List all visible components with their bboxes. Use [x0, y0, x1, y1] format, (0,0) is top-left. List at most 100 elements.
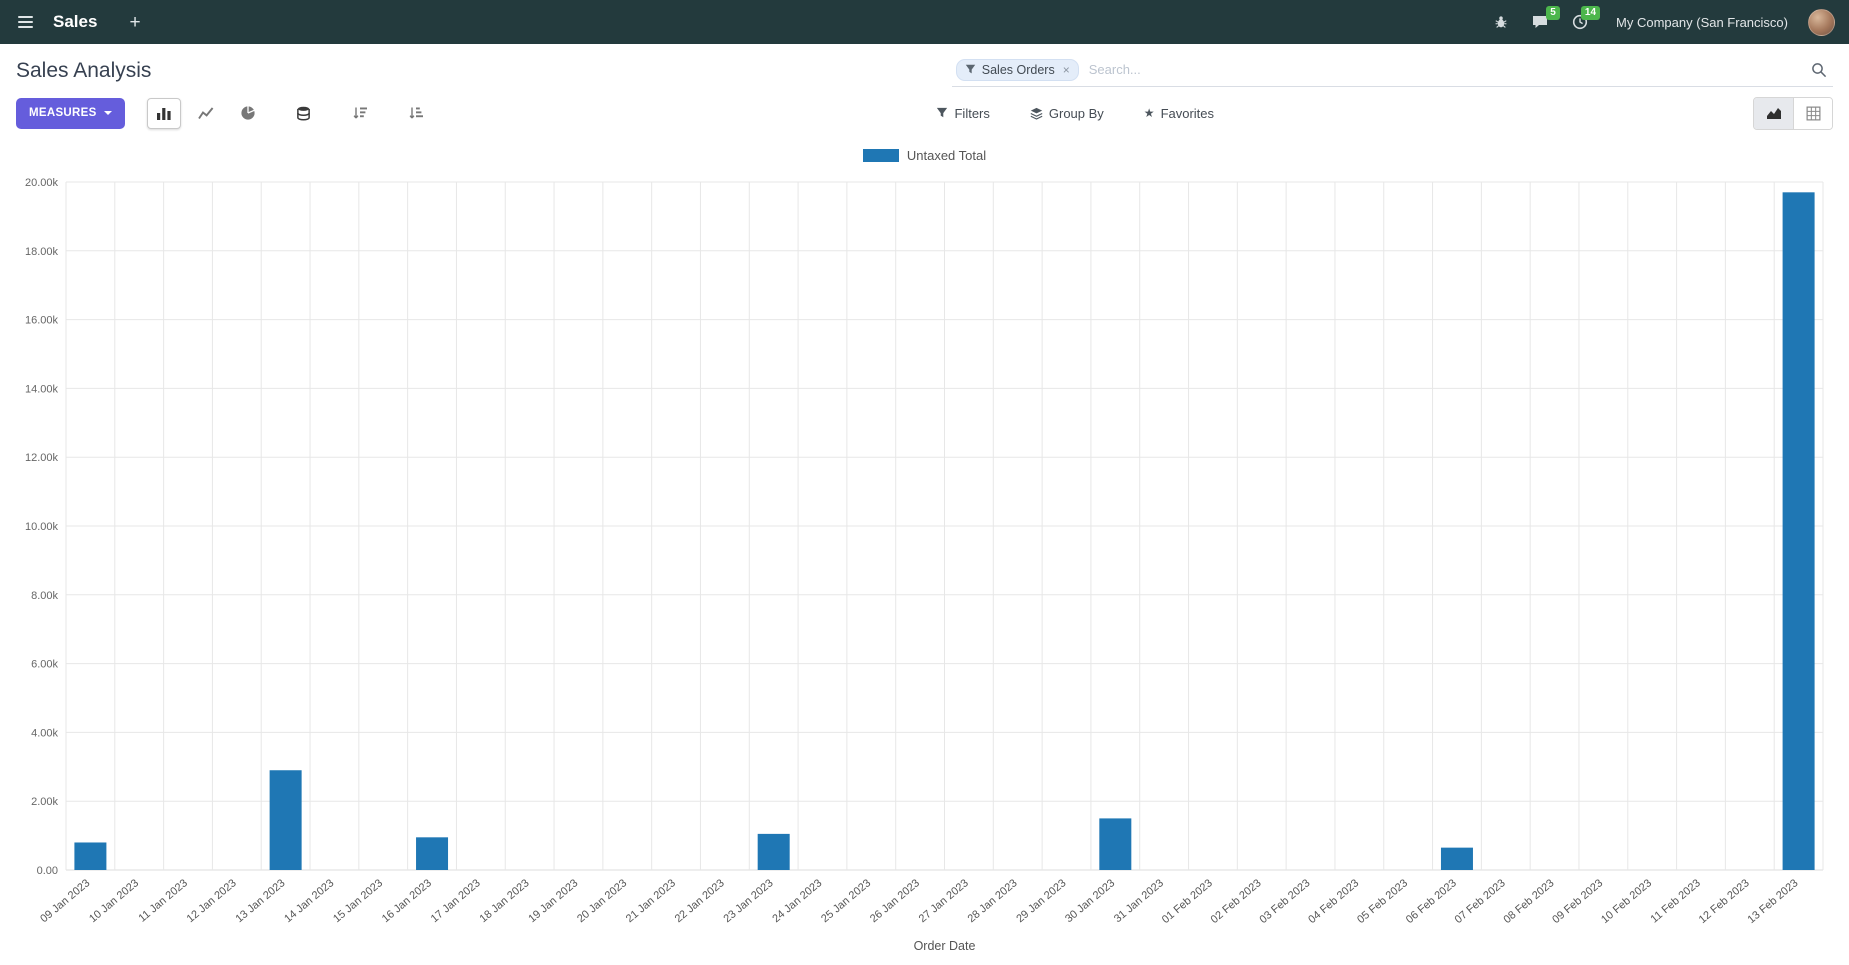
bar-chart-icon: [156, 108, 171, 120]
plus-icon[interactable]: +: [123, 13, 146, 32]
x-tick-label: 06 Feb 2023: [1404, 877, 1459, 926]
x-tick-label: 29 Jan 2023: [1014, 877, 1068, 925]
bug-icon: [1495, 16, 1507, 28]
line-chart-button[interactable]: [189, 98, 223, 129]
stacked-toggle-button[interactable]: [287, 98, 321, 129]
search-facet-sales-orders[interactable]: Sales Orders ×: [955, 58, 1079, 81]
filters-funnel-icon: [936, 107, 948, 119]
facet-remove-icon[interactable]: ×: [1062, 62, 1070, 77]
y-tick-label: 2.00k: [31, 796, 58, 808]
measures-label: MEASURES: [29, 107, 97, 119]
x-tick-label: 15 Jan 2023: [331, 877, 385, 925]
search-bar[interactable]: Sales Orders ×: [951, 56, 1833, 87]
y-tick-label: 20.00k: [25, 177, 59, 189]
x-tick-label: 16 Jan 2023: [380, 877, 434, 925]
chart-bar[interactable]: [1782, 192, 1815, 870]
x-tick-label: 12 Jan 2023: [185, 877, 239, 925]
messages-icon-button[interactable]: 5: [1530, 6, 1561, 32]
search-options: Filters Group By ★ Favorites: [934, 102, 1216, 125]
x-tick-label: 01 Feb 2023: [1160, 877, 1215, 926]
debug-bug-icon[interactable]: [1492, 13, 1510, 31]
x-tick-label: 24 Jan 2023: [770, 877, 824, 925]
x-tick-label: 12 Feb 2023: [1697, 877, 1752, 926]
y-tick-label: 8.00k: [31, 590, 58, 602]
pivot-table-icon: [1806, 106, 1820, 120]
stacked-database-icon: [297, 106, 310, 121]
control-panel-bottom-row: MEASURES: [16, 90, 1833, 136]
chart-legend[interactable]: Untaxed Total: [8, 140, 1841, 170]
x-tick-label: 03 Feb 2023: [1257, 877, 1312, 926]
sort-ascending-icon: [409, 107, 423, 119]
x-tick-label: 21 Jan 2023: [624, 877, 678, 925]
x-tick-label: 02 Feb 2023: [1209, 877, 1264, 926]
x-tick-label: 04 Feb 2023: [1306, 877, 1361, 926]
navbar-systray: 5 14 My Company (San Francisco): [1492, 6, 1835, 36]
clock-icon: [1572, 14, 1588, 30]
y-tick-label: 10.00k: [25, 521, 59, 533]
line-chart-icon: [197, 107, 213, 120]
sales-analysis-bar-chart: 0.00 2.00k 4.00k 6.00k 8.00k 10.00k 12.00k 14.0…: [25, 177, 1824, 953]
chart-bar[interactable]: [1099, 818, 1132, 870]
activities-clock-button[interactable]: 14: [1570, 6, 1601, 32]
x-tick-label: 08 Feb 2023: [1501, 877, 1556, 926]
x-tick-label: 11 Jan 2023: [136, 877, 189, 925]
sort-descending-button[interactable]: [343, 98, 377, 129]
company-switcher[interactable]: My Company (San Francisco): [1616, 14, 1788, 30]
navbar-left: Sales +: [14, 12, 147, 32]
layers-icon: [1030, 107, 1043, 120]
legend-swatch: [862, 148, 899, 162]
x-tick-label: 17 Jan 2023: [429, 877, 483, 925]
x-tick-label: 13 Jan 2023: [233, 877, 287, 925]
user-avatar[interactable]: [1808, 8, 1835, 36]
x-tick-label: 07 Feb 2023: [1453, 877, 1508, 926]
x-tick-label: 18 Jan 2023: [477, 877, 531, 925]
x-tick-label: 22 Jan 2023: [673, 877, 727, 925]
y-tick-label: 18.00k: [25, 246, 59, 258]
x-tick-label: 20 Jan 2023: [575, 877, 629, 925]
filters-label: Filters: [954, 105, 990, 121]
activities-badge: 14: [1580, 6, 1601, 20]
x-tick-label: 09 Jan 2023: [38, 877, 92, 925]
filters-dropdown[interactable]: Filters: [934, 102, 991, 125]
x-tick-label: 10 Feb 2023: [1599, 877, 1654, 926]
x-tick-label: 31 Jan 2023: [1112, 877, 1166, 925]
search-facet-label: Sales Orders: [981, 62, 1055, 77]
graph-view-button[interactable]: [1754, 97, 1793, 129]
group-by-dropdown[interactable]: Group By: [1028, 102, 1106, 125]
apps-menu-icon[interactable]: [14, 12, 37, 32]
x-tick-label: 13 Feb 2023: [1745, 877, 1800, 926]
search-magnifier-icon[interactable]: [1809, 60, 1829, 80]
measures-button[interactable]: MEASURES: [16, 97, 125, 129]
x-tick-label: 14 Jan 2023: [282, 877, 336, 925]
chevron-down-icon: [103, 111, 112, 119]
chart-bar[interactable]: [416, 837, 449, 870]
chart-bar[interactable]: [1440, 847, 1473, 870]
x-tick-label: 28 Jan 2023: [966, 877, 1020, 925]
view-switcher: [1753, 96, 1833, 130]
favorites-dropdown[interactable]: ★ Favorites: [1142, 102, 1216, 125]
hamburger-line: [18, 16, 33, 18]
chat-bubble-icon: [1533, 16, 1548, 28]
x-tick-label: 10 Jan 2023: [87, 877, 141, 925]
pie-chart-icon: [240, 105, 255, 120]
bar-chart-button[interactable]: [146, 97, 181, 129]
filter-icon: [965, 64, 976, 75]
search-input[interactable]: [1086, 61, 1801, 78]
app-name-sales[interactable]: Sales: [53, 12, 98, 31]
sort-ascending-button[interactable]: [399, 98, 433, 129]
top-navbar: Sales + 5 14 My Company (San Francisco): [0, 0, 1849, 44]
star-icon: ★: [1143, 106, 1155, 120]
favorites-label: Favorites: [1160, 105, 1215, 121]
y-tick-label: 12.00k: [25, 452, 59, 464]
pivot-view-button[interactable]: [1793, 97, 1832, 129]
chart-bar[interactable]: [757, 833, 790, 870]
x-tick-label: 30 Jan 2023: [1063, 877, 1117, 925]
graph-view: Untaxed Total 0.00 2.00k 4.00k 6.00k 8.00k 10…: [0, 140, 1849, 965]
pie-chart-button[interactable]: [231, 98, 265, 129]
chart-bar[interactable]: [74, 842, 107, 870]
hamburger-line: [18, 21, 33, 23]
sort-descending-icon: [353, 107, 367, 119]
x-tick-label: 23 Jan 2023: [722, 877, 776, 925]
y-tick-label: 16.00k: [25, 315, 59, 327]
chart-bar[interactable]: [269, 770, 302, 870]
